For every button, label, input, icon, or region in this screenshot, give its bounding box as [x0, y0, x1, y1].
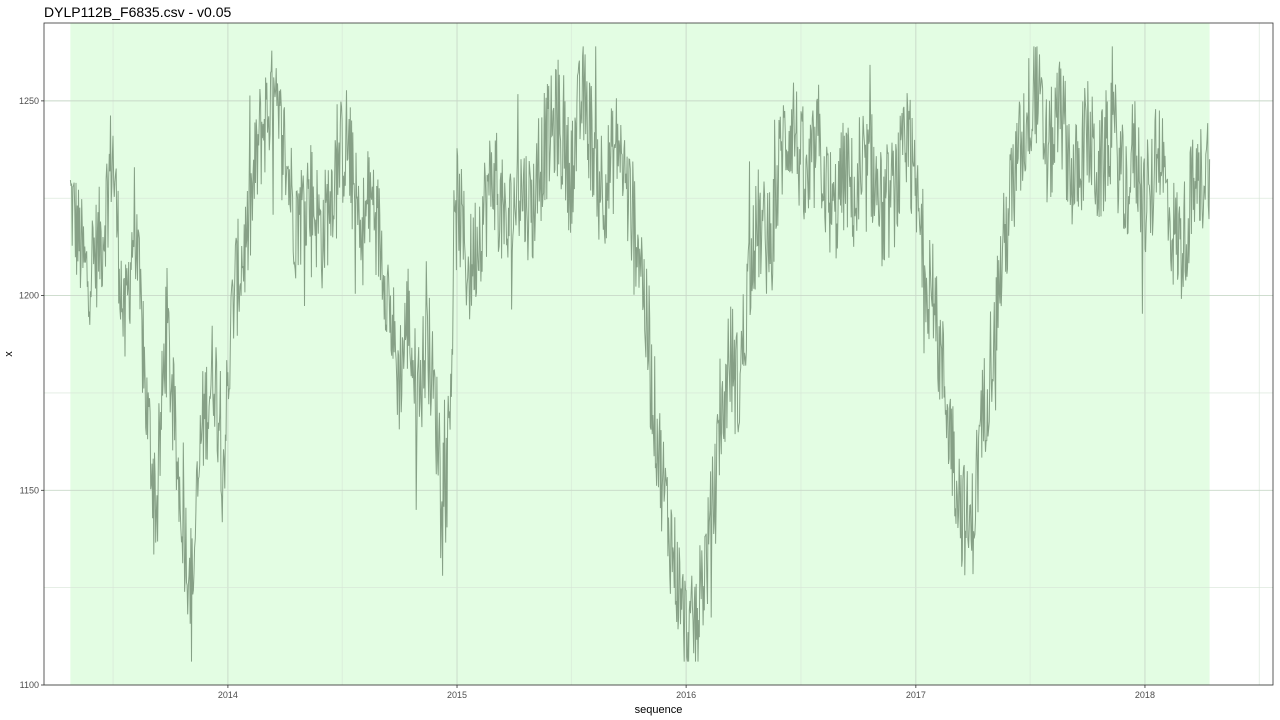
- x-tick-label: 2014: [218, 690, 238, 700]
- x-tick-label: 2016: [676, 690, 696, 700]
- y-tick-label: 1250: [19, 96, 39, 106]
- plot-border: [43, 22, 1274, 686]
- x-tick-label: 2015: [447, 690, 467, 700]
- tick-labels: 2014 2015 2016 2017 2018 1100 1150 1200 1250: [19, 96, 1155, 700]
- y-tick-label: 1100: [20, 680, 39, 690]
- y-tick-label: 1200: [19, 291, 39, 301]
- x-tick-label: 2017: [906, 690, 926, 700]
- y-axis-title: x: [3, 351, 15, 357]
- x-axis-title: sequence: [635, 704, 683, 716]
- y-tick-label: 1150: [20, 485, 39, 495]
- highlight-band: [70, 23, 1210, 685]
- x-tick-label: 2018: [1135, 690, 1155, 700]
- series-line: [69, 46, 1211, 662]
- chart-title: DYLP112B_F6835.csv - v0.05: [44, 4, 232, 20]
